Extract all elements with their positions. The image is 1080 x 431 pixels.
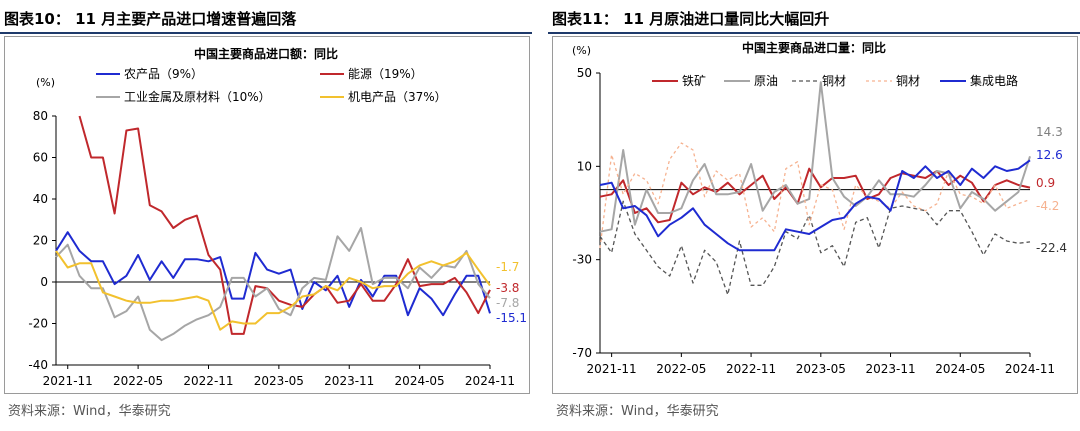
title-divider: [548, 32, 1080, 34]
series-line-4: [599, 159, 1031, 252]
y-tick-label: -40: [28, 358, 48, 372]
legend-label: 铜材: [896, 73, 920, 88]
chart-frame: [4, 36, 530, 394]
y-tick-label: -20: [28, 317, 48, 331]
x-tick-label: 2022-05: [656, 362, 706, 376]
y-tick-label: 50: [577, 66, 592, 80]
series-line-1: [78, 115, 491, 335]
legend-label: 能源（19%）: [348, 67, 423, 81]
x-tick-label: 2024-05: [935, 362, 985, 376]
import-value-chart: 中国主要商品进口额：同比 (%) -40 -20 0 20 40 60 80 2021-11 202…: [28, 46, 527, 388]
series-line-3: [55, 250, 491, 331]
end-value-label: -1.7: [496, 260, 519, 274]
end-value-label: 14.3: [1036, 125, 1063, 139]
legend-label: 铜材: [822, 73, 846, 88]
y-tick-label: 40: [33, 192, 48, 206]
y-tick-label: -70: [572, 346, 592, 360]
y-tick-label: 20: [33, 234, 48, 248]
end-value-label: -15.1: [496, 311, 527, 325]
chart-title: 中国主要商品进口额：同比: [194, 46, 338, 61]
right-panel: 图表11： 11 月原油进口量同比大幅回升 中国主要商品进口量：同比 (%) -70…: [548, 0, 1080, 431]
legend-label: 农产品（9%）: [124, 67, 203, 81]
x-tick-label: 2022-05: [113, 374, 163, 388]
end-value-label: 12.6: [1036, 148, 1063, 162]
x-tick-label: 2024-05: [395, 374, 445, 388]
end-value-label: -4.2: [1036, 199, 1059, 213]
x-tick-label: 2021-11: [43, 374, 93, 388]
left-panel: 图表10： 11 月主要产品进口增速普遍回落 中国主要商品进口额：同比 (%) -4…: [0, 0, 532, 431]
import-volume-chart: 中国主要商品进口量：同比 (%) -70 -30 10 50 2021-11 2022-05 2…: [572, 40, 1067, 376]
y-tick-label: 80: [33, 109, 48, 123]
legend-label: 机电产品（37%）: [348, 90, 447, 104]
x-tick-label: 2021-11: [587, 362, 637, 376]
series-line-0: [599, 167, 1031, 224]
y-tick-label: 10: [577, 159, 592, 173]
legend-label: 铁矿: [682, 74, 706, 88]
legend-label: 原油: [754, 74, 778, 88]
x-tick-label: 2023-11: [865, 362, 915, 376]
legend-label: 工业金属及原材料（10%）: [124, 89, 271, 104]
chart-title: 中国主要商品进口量：同比: [742, 40, 886, 55]
legend-label: 集成电路: [970, 73, 1018, 88]
x-tick-label: 2022-11: [726, 362, 776, 376]
y-axis-label: (%): [36, 76, 55, 89]
series-line-1: [599, 81, 1031, 233]
title-divider: [0, 32, 532, 34]
series-line-2: [55, 227, 491, 342]
end-value-label: -7.8: [496, 296, 519, 310]
series-line-3: [599, 142, 1031, 249]
y-tick-label: 60: [33, 151, 48, 165]
x-tick-label: 2022-11: [183, 374, 233, 388]
series-line-0: [55, 231, 491, 317]
series-line-2: [599, 200, 1031, 296]
x-tick-label: 2024-11: [465, 374, 515, 388]
end-value-label: -22.4: [1036, 241, 1067, 255]
x-tick-label: 2023-11: [324, 374, 374, 388]
y-axis-label: (%): [572, 44, 591, 57]
end-value-label: -3.8: [496, 281, 519, 295]
y-tick-label: 0: [40, 275, 48, 289]
x-tick-label: 2023-05: [254, 374, 304, 388]
end-value-label: 0.9: [1036, 176, 1055, 190]
source-note: 资料来源：Wind，华泰研究: [556, 404, 719, 419]
panel-title: 图表11： 11 月原油进口量同比大幅回升: [552, 10, 830, 28]
x-tick-label: 2023-05: [796, 362, 846, 376]
chart-frame: [552, 36, 1078, 394]
y-tick-label: -30: [572, 253, 592, 267]
x-tick-label: 2024-11: [1005, 362, 1055, 376]
panel-title: 图表10： 11 月主要产品进口增速普遍回落: [4, 10, 297, 28]
source-note: 资料来源：Wind，华泰研究: [8, 404, 171, 419]
